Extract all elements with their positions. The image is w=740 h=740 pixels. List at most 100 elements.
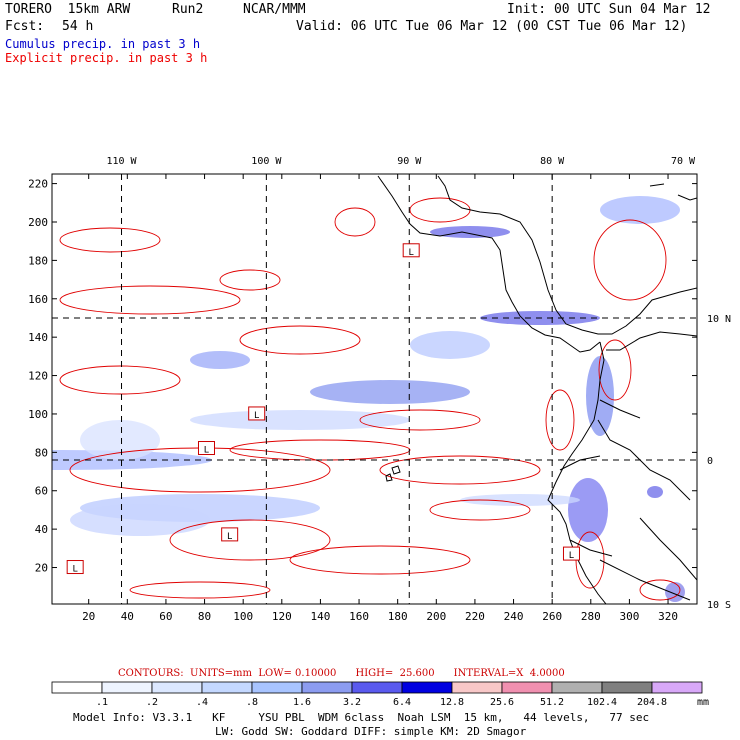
explicit-contour	[545, 389, 575, 451]
org-label: NCAR/MMM	[243, 2, 306, 17]
colorbar-swatch	[501, 681, 553, 694]
map-frame	[51, 173, 698, 605]
explicit-contour	[598, 339, 632, 401]
explicit-contour	[409, 197, 471, 223]
colorbar-unit: mm	[697, 697, 710, 708]
colorbar-label: .1	[96, 697, 108, 708]
colorbar-label: 6.4	[393, 697, 411, 708]
low-marker-box	[402, 243, 420, 258]
low-marker-box	[197, 441, 215, 456]
precip-blob	[190, 410, 410, 430]
longitude-label: 70 W	[671, 156, 696, 167]
latitude-label: 0	[707, 456, 713, 467]
x-tick-label: 300	[619, 610, 639, 623]
x-tick-label: 260	[542, 610, 562, 623]
colorbar-label: .8	[246, 697, 258, 708]
longitude-label: 100 W	[251, 156, 282, 167]
colorbar-label: .4	[196, 697, 208, 708]
colorbar-swatch	[651, 681, 703, 694]
explicit-contour	[219, 269, 281, 291]
low-marker-box	[66, 560, 84, 575]
precip-blob	[460, 494, 580, 506]
colorbar-label: 3.2	[343, 697, 361, 708]
colorbar-swatch	[401, 681, 453, 694]
precip-field	[52, 196, 685, 602]
contours-label: CONTOURS:	[118, 668, 184, 679]
explicit-legend: Explicit precip. in past 3 h	[5, 51, 208, 65]
forecast-label: Fcst:	[5, 19, 45, 34]
y-tick-label: 200	[28, 216, 48, 229]
x-tick-label: 140	[310, 610, 330, 623]
contours-units: UNITS=mm	[190, 668, 253, 679]
y-tick-label: 220	[28, 178, 48, 191]
axis-ticks: 20 40 60 80 100 120 140 160 180 200 220 240 260 280 30…	[28, 156, 731, 623]
explicit-contour	[379, 455, 541, 485]
colorbar-swatch	[251, 681, 303, 694]
cumulus-legend: Cumulus precip. in past 3 h	[5, 37, 201, 51]
colorbar-swatch	[51, 681, 103, 694]
x-tick-label: 200	[426, 610, 446, 623]
x-tick-label: 320	[658, 610, 678, 623]
longitude-label: 110 W	[106, 156, 137, 167]
explicit-contour	[593, 219, 667, 301]
explicit-contour	[129, 581, 271, 599]
longitude-label: 80 W	[540, 156, 565, 167]
precip-blob	[190, 351, 250, 369]
colorbar-swatch	[351, 681, 403, 694]
explicit-contour	[59, 227, 161, 253]
explicit-contour	[334, 207, 376, 237]
colorbar-swatch	[601, 681, 653, 694]
explicit-contour	[59, 285, 241, 315]
x-tick-label: 240	[504, 610, 524, 623]
coastline-inland	[559, 331, 697, 601]
precip-blob	[600, 196, 680, 224]
explicit-contour	[59, 365, 181, 395]
x-tick-label: 180	[388, 610, 408, 623]
init-time: Init: 00 UTC Sun 04 Mar 12	[507, 2, 711, 17]
explicit-contour	[429, 499, 531, 521]
coastline-south-america	[547, 341, 607, 604]
colorbar-swatch	[151, 681, 203, 694]
colorbar-swatch	[301, 681, 353, 694]
low-marker-label: L	[254, 411, 259, 421]
colorbar-swatch	[201, 681, 253, 694]
contours-high: HIGH= 25.600	[355, 668, 435, 679]
colorbar-swatch	[551, 681, 603, 694]
x-tick-label: 40	[121, 610, 134, 623]
contour-info: CONTOURS: UNITS=mm LOW= 0.10000 HIGH= 25…	[118, 668, 565, 679]
low-marker-label: L	[569, 551, 574, 561]
coastline-caribbean	[437, 175, 697, 335]
low-marker-label: L	[204, 446, 209, 456]
precip-blob	[568, 478, 608, 542]
colorbar-label: 204.8	[637, 697, 667, 708]
y-tick-label: 140	[28, 331, 48, 344]
y-tick-label: 60	[35, 485, 48, 498]
coastline-galapagos	[385, 465, 401, 482]
colorbar-swatch	[451, 681, 503, 694]
low-marker-box	[562, 546, 580, 561]
precip-blob	[410, 331, 490, 359]
y-tick-label: 80	[35, 446, 48, 459]
y-tick-label: 180	[28, 254, 48, 267]
model-title: TORERO 15km ARW	[5, 2, 131, 17]
colorbar-label: 102.4	[587, 697, 617, 708]
precip-blob	[70, 504, 210, 536]
longitude-label: 90 W	[397, 156, 422, 167]
x-tick-label: 60	[159, 610, 172, 623]
low-marker-box	[221, 527, 239, 542]
colorbar-label: 12.8	[440, 697, 464, 708]
colorbar-label: 1.6	[293, 697, 311, 708]
y-tick-label: 160	[28, 293, 48, 306]
physics-info: LW: Godd SW: Goddard DIFF: simple KM: 2D…	[215, 725, 527, 738]
explicit-contour	[169, 519, 331, 561]
low-marker-box	[248, 406, 266, 421]
low-marker-label: L	[227, 532, 232, 542]
contours-interval: INTERVAL=X 4.0000	[453, 668, 565, 679]
x-tick-label: 280	[581, 610, 601, 623]
latitude-label: 10 N	[707, 314, 731, 325]
contours-low: LOW= 0.10000	[258, 668, 337, 679]
colorbar-swatch	[101, 681, 153, 694]
x-tick-label: 120	[272, 610, 292, 623]
forecast-hour: 54 h	[62, 19, 94, 34]
